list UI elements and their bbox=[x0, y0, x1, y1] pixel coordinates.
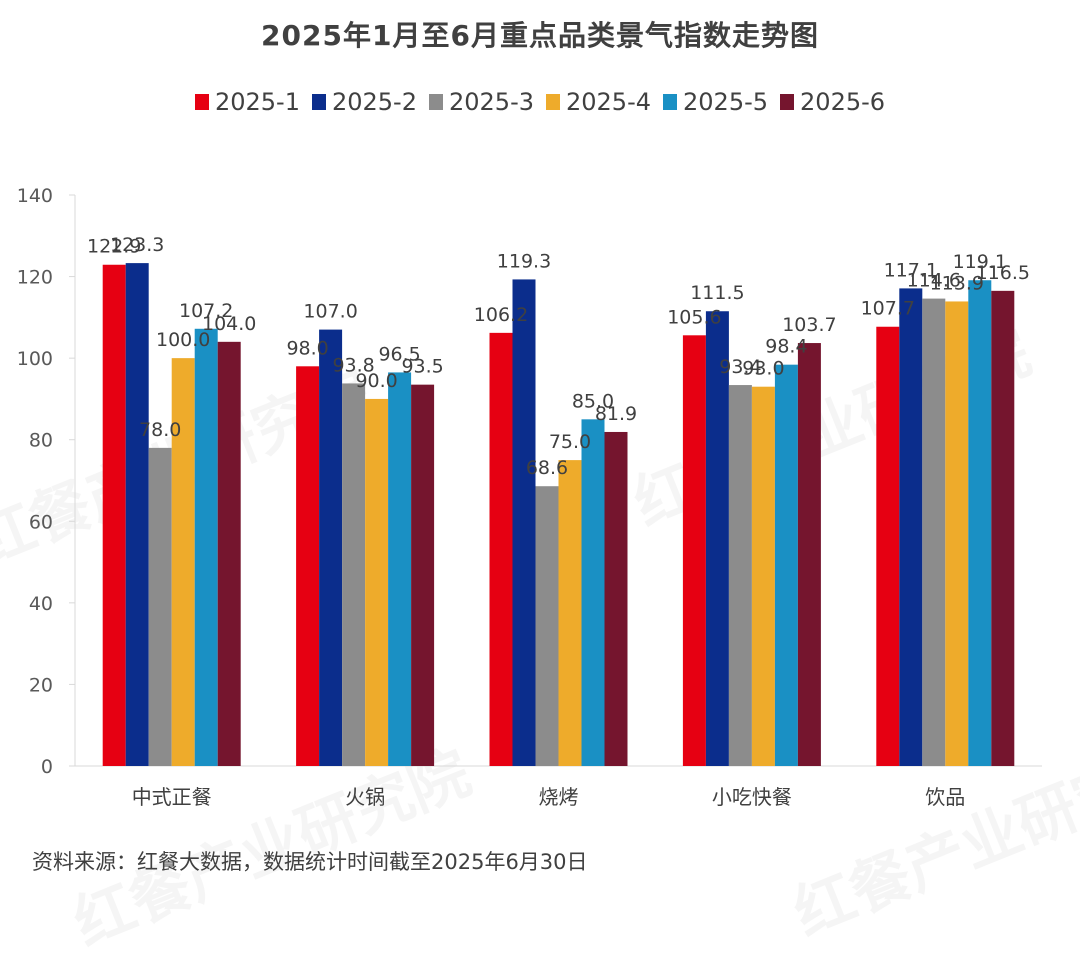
legend-swatch bbox=[311, 94, 326, 110]
data-label: 90.0 bbox=[355, 370, 397, 392]
bar bbox=[148, 447, 172, 766]
data-label: 96.5 bbox=[378, 343, 420, 365]
data-label: 105.6 bbox=[667, 306, 721, 328]
legend-item: 2025-1 bbox=[194, 88, 300, 116]
data-label: 114.6 bbox=[907, 270, 961, 292]
bar bbox=[682, 335, 706, 766]
bar bbox=[558, 460, 582, 766]
bar bbox=[968, 280, 992, 766]
bar bbox=[604, 431, 628, 766]
bar bbox=[489, 332, 513, 766]
bar bbox=[535, 486, 559, 766]
bar bbox=[342, 383, 366, 766]
bar bbox=[797, 343, 821, 766]
legend-item: 2025-2 bbox=[311, 88, 417, 116]
data-label: 119.1 bbox=[953, 251, 1007, 273]
y-tick-label: 80 bbox=[29, 430, 53, 452]
bar bbox=[388, 372, 412, 766]
bar bbox=[581, 419, 605, 766]
bar bbox=[217, 341, 241, 766]
legend-item: 2025-4 bbox=[546, 88, 651, 116]
x-tick-label: 火锅 bbox=[345, 785, 385, 809]
y-tick-label: 20 bbox=[29, 674, 53, 696]
bar bbox=[705, 311, 729, 766]
bar bbox=[512, 279, 536, 766]
bar bbox=[171, 358, 195, 766]
legend-swatch bbox=[194, 94, 209, 110]
legend-swatch bbox=[428, 94, 443, 110]
bar bbox=[945, 301, 969, 766]
data-label: 93.0 bbox=[742, 358, 784, 380]
data-label: 93.4 bbox=[719, 356, 761, 378]
bar bbox=[728, 385, 752, 766]
data-label: 81.9 bbox=[595, 403, 637, 425]
source-note: 资料来源：红餐大数据，数据统计时间截至2025年6月30日 bbox=[32, 850, 588, 874]
data-label: 103.7 bbox=[782, 314, 836, 336]
data-label: 113.9 bbox=[930, 272, 984, 294]
data-label: 107.7 bbox=[861, 298, 915, 320]
x-tick-label: 饮品 bbox=[925, 785, 965, 809]
legend-label: 2025-4 bbox=[566, 88, 652, 116]
data-label: 111.5 bbox=[690, 282, 744, 304]
data-label: 123.3 bbox=[110, 234, 164, 256]
bar bbox=[751, 386, 775, 766]
legend: 2025-1 2025-2 2025-3 2025-4 2025-5 2025-6 bbox=[0, 88, 1080, 116]
bar bbox=[899, 288, 923, 766]
bar bbox=[991, 290, 1015, 766]
data-label: 98.4 bbox=[765, 336, 807, 358]
legend-label: 2025-1 bbox=[214, 88, 300, 116]
bar bbox=[194, 328, 218, 766]
legend-label: 2025-2 bbox=[331, 88, 417, 116]
data-label: 68.6 bbox=[526, 457, 568, 479]
data-label: 107.2 bbox=[179, 300, 233, 322]
y-tick-label: 100 bbox=[17, 348, 53, 370]
x-tick-label: 中式正餐 bbox=[132, 785, 212, 809]
legend-item: 2025-6 bbox=[780, 88, 885, 116]
bar bbox=[411, 384, 435, 766]
data-label: 119.3 bbox=[497, 250, 551, 272]
x-tick-label: 小吃快餐 bbox=[712, 785, 792, 809]
data-label: 93.8 bbox=[332, 354, 374, 376]
bar bbox=[296, 366, 320, 766]
y-tick-label: 0 bbox=[41, 756, 53, 778]
x-tick-label: 烧烤 bbox=[539, 785, 579, 809]
data-label: 122.9 bbox=[87, 236, 141, 258]
legend-label: 2025-3 bbox=[448, 88, 534, 116]
bar bbox=[102, 264, 126, 766]
legend-swatch bbox=[780, 94, 795, 110]
data-label: 78.0 bbox=[139, 419, 181, 441]
y-tick-label: 60 bbox=[29, 511, 53, 533]
data-label: 75.0 bbox=[549, 431, 591, 453]
legend-label: 2025-6 bbox=[800, 88, 886, 116]
legend-swatch bbox=[546, 94, 560, 110]
bar bbox=[876, 326, 900, 766]
bar bbox=[774, 364, 798, 766]
chart-title: 2025年1月至6月重点品类景气指数走势图 bbox=[261, 19, 819, 52]
legend-item: 2025-5 bbox=[663, 88, 768, 116]
data-label: 93.5 bbox=[401, 356, 443, 378]
data-label: 106.2 bbox=[474, 304, 528, 326]
data-label: 100.0 bbox=[156, 329, 210, 351]
legend-swatch bbox=[663, 94, 678, 110]
legend-label: 2025-5 bbox=[683, 88, 769, 116]
bar bbox=[365, 398, 389, 766]
y-tick-label: 40 bbox=[29, 593, 53, 615]
data-label: 107.0 bbox=[303, 301, 357, 323]
data-label: 85.0 bbox=[572, 390, 614, 412]
data-label: 117.1 bbox=[884, 259, 938, 281]
y-tick-label: 140 bbox=[17, 185, 53, 207]
bar bbox=[922, 298, 946, 766]
legend-item: 2025-3 bbox=[428, 88, 534, 116]
data-label: 116.5 bbox=[976, 262, 1030, 284]
data-label: 98.0 bbox=[286, 337, 328, 359]
bar bbox=[125, 263, 149, 766]
y-tick-label: 120 bbox=[17, 267, 53, 289]
bar bbox=[319, 329, 343, 766]
data-label: 104.0 bbox=[202, 313, 256, 335]
